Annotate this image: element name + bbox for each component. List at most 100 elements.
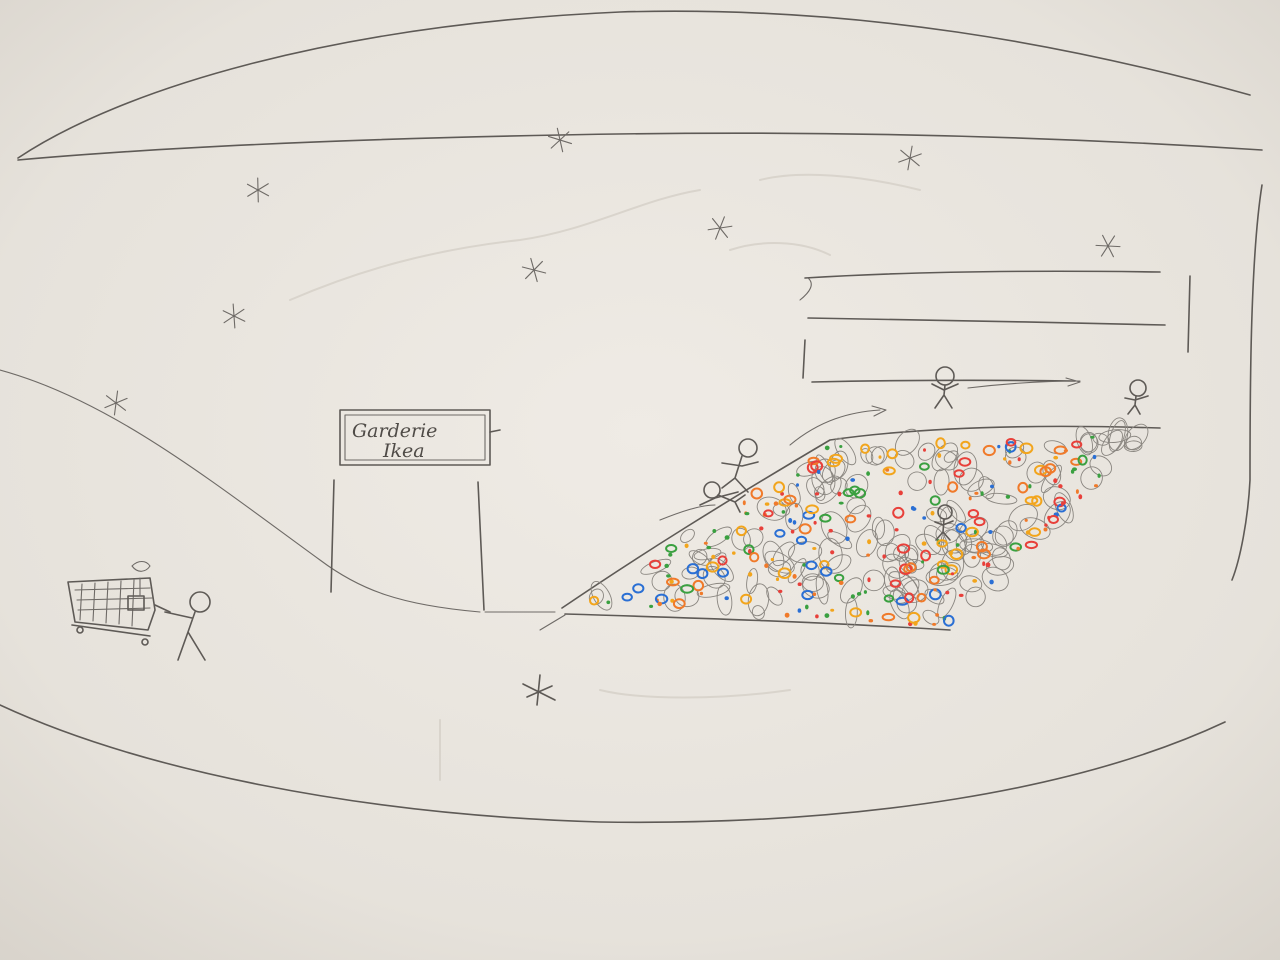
- pit-scribble: [818, 537, 843, 571]
- pit-scribble: [846, 504, 872, 533]
- stick-figure-upper-right: [1124, 379, 1149, 415]
- ball: [764, 563, 769, 568]
- ball: [788, 518, 793, 523]
- ball: [921, 560, 925, 564]
- ball: [1060, 501, 1065, 506]
- ball: [866, 514, 872, 518]
- ball: [866, 553, 870, 557]
- bleed-through-marks: [289, 173, 921, 781]
- ball: [837, 491, 842, 497]
- ball: [764, 502, 770, 506]
- ball: [989, 579, 994, 585]
- ball: [838, 501, 844, 505]
- pit-scribble: [931, 442, 959, 472]
- ball: [929, 495, 941, 506]
- ball: [1077, 454, 1088, 466]
- pit-scribble: [1008, 504, 1038, 532]
- ball: [937, 453, 942, 458]
- sign-line-2: Ikea: [382, 440, 425, 462]
- pit-scribble: [1089, 455, 1113, 477]
- ball: [1092, 454, 1097, 460]
- pit-scribble: [806, 477, 825, 499]
- ball: [669, 579, 674, 584]
- ball: [1031, 495, 1043, 507]
- ball: [711, 554, 716, 560]
- ball: [743, 544, 755, 555]
- pit-scribble: [680, 528, 695, 543]
- star-icon: [246, 177, 270, 203]
- sign-post-left: [330, 479, 335, 593]
- pit-scribble: [1019, 517, 1051, 540]
- pit-scribble: [640, 558, 672, 575]
- ball: [898, 490, 903, 496]
- pit-scribble: [829, 450, 849, 479]
- pit-scribble: [884, 534, 911, 561]
- ball: [724, 596, 729, 601]
- ball: [824, 613, 830, 618]
- pit-scribble: [917, 442, 936, 461]
- pit-scribble: [1005, 439, 1025, 459]
- ball: [1047, 515, 1051, 520]
- ball: [692, 579, 705, 592]
- pit-scribble: [985, 492, 1018, 505]
- pit-scribble: [994, 520, 1018, 546]
- ball: [797, 582, 802, 586]
- ball: [794, 503, 799, 508]
- ball-pit-outline: [539, 425, 1161, 631]
- ball: [904, 592, 915, 604]
- ball: [842, 488, 855, 498]
- sign-post-right: [477, 481, 485, 611]
- ball: [936, 539, 948, 548]
- floor-star: [522, 674, 556, 706]
- motion-lines: [659, 380, 1081, 521]
- ball: [1070, 469, 1075, 474]
- star-icon: [1095, 234, 1121, 258]
- ball: [973, 517, 986, 527]
- ball: [802, 563, 806, 567]
- pit-scribble: [651, 570, 673, 592]
- ball: [1019, 442, 1034, 455]
- pit-scribble: [716, 584, 733, 616]
- ball: [1078, 494, 1083, 500]
- ball: [770, 557, 775, 562]
- ball: [1024, 540, 1039, 550]
- ball: [712, 529, 717, 533]
- ball: [819, 566, 833, 577]
- ball: [812, 592, 817, 596]
- ball: [958, 457, 972, 467]
- ball: [923, 448, 926, 452]
- ball: [882, 554, 886, 559]
- star-icon: [547, 127, 573, 153]
- ball: [621, 592, 633, 602]
- ball: [973, 529, 978, 535]
- pit-scribble: [915, 533, 942, 556]
- pit-scribble: [1124, 423, 1149, 451]
- pit-scribble: [693, 547, 722, 561]
- star-icon: [104, 390, 128, 416]
- ball: [935, 437, 946, 450]
- ball: [790, 529, 795, 534]
- stick-figure-upper-left: [931, 366, 959, 409]
- ball: [632, 583, 645, 594]
- pit-scribble: [1054, 492, 1074, 524]
- ball: [896, 543, 911, 554]
- ball: [971, 555, 977, 560]
- ball: [921, 541, 927, 546]
- ball: [1017, 481, 1029, 494]
- ball: [850, 478, 856, 482]
- ball: [589, 595, 600, 606]
- pit-scribble: [825, 554, 852, 574]
- stick-figure-sliding: [699, 481, 746, 513]
- ball: [829, 453, 843, 464]
- pit-scribble: [801, 573, 824, 592]
- pit-scribble: [1125, 435, 1143, 451]
- ball: [813, 520, 817, 525]
- ball: [680, 584, 695, 594]
- ball: [796, 473, 800, 477]
- ball: [778, 589, 783, 594]
- ball: [933, 588, 937, 592]
- ball: [744, 511, 750, 516]
- ball: [936, 564, 950, 575]
- ball: [982, 444, 996, 457]
- ball: [1005, 494, 1011, 499]
